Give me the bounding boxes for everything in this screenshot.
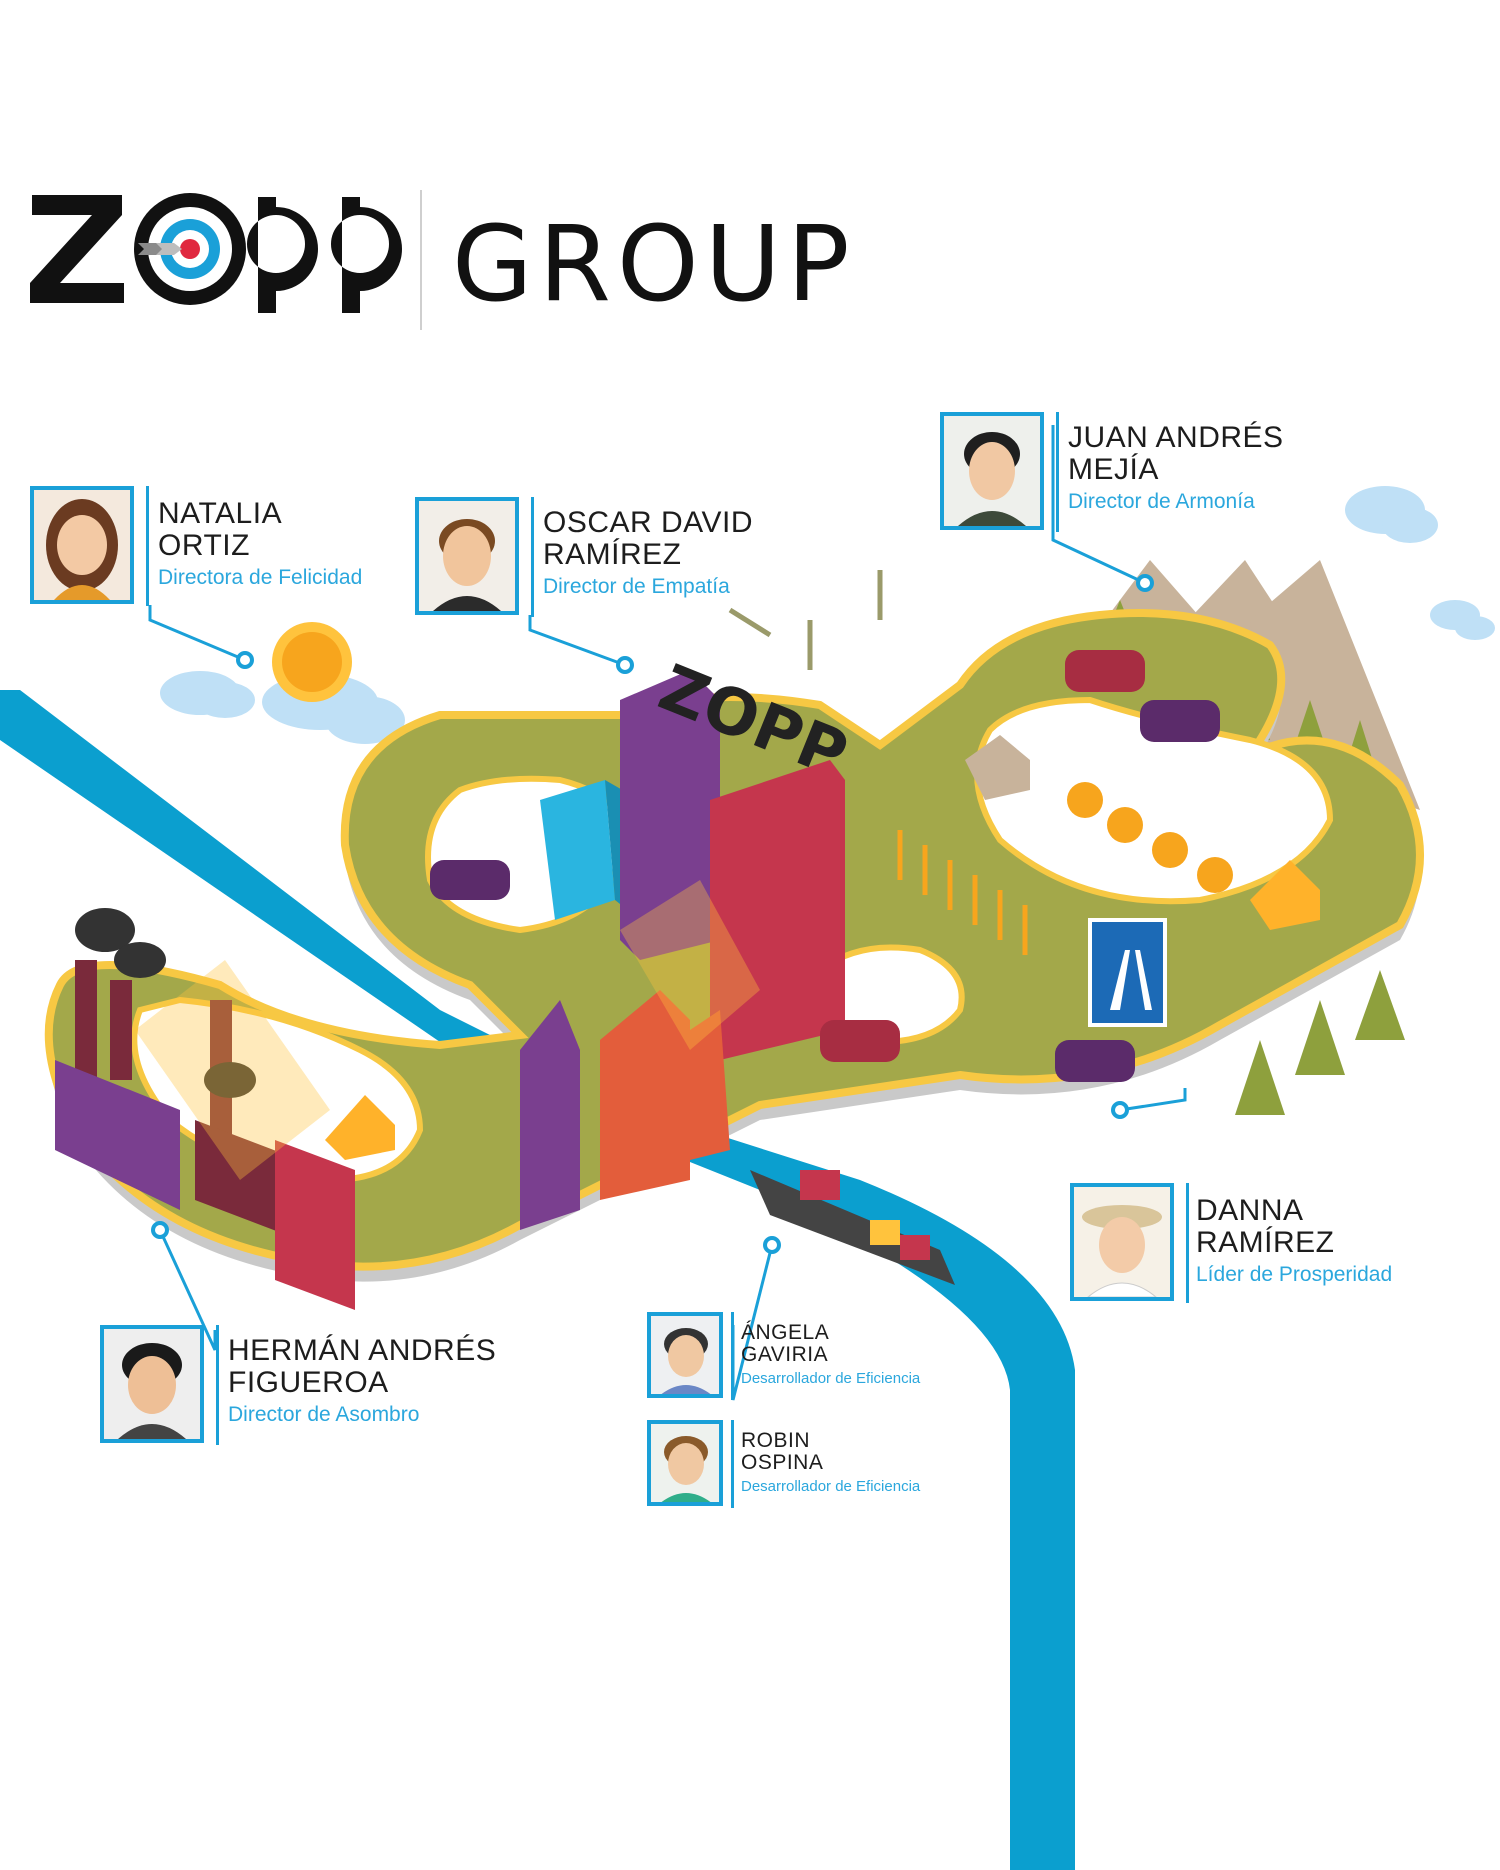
card-accent-bar <box>146 486 149 606</box>
member-role: Director de Asombro <box>228 1403 420 1426</box>
brand-wordmark: ZOPP <box>30 185 420 337</box>
card-accent-bar <box>1186 1183 1189 1303</box>
houses <box>325 735 1320 1160</box>
member-name-line1: DANNA <box>1196 1194 1304 1227</box>
member-name-line1: NATALIA <box>158 497 283 530</box>
avatar <box>647 1420 723 1506</box>
buildings <box>520 670 845 1230</box>
sun-icon <box>272 622 352 702</box>
brand-group-label: GROUP <box>452 203 856 325</box>
member-role: Desarrollador de Eficiencia <box>741 1478 921 1495</box>
cars <box>430 650 1220 1082</box>
card-accent-bar <box>216 1325 219 1445</box>
member-name-line1: OSCAR DAVID <box>543 506 753 539</box>
avatar <box>30 486 134 604</box>
logo-divider <box>420 190 422 330</box>
highway-sign-icon <box>1088 918 1167 1027</box>
wheat <box>897 830 1028 955</box>
member-role: Líder de Prosperidad <box>1196 1263 1393 1286</box>
member-name-line2: MEJÍA <box>1068 453 1159 486</box>
member-name-line2: RAMÍREZ <box>543 538 682 571</box>
connector-dots <box>151 574 1154 1254</box>
member-name-line2: ORTIZ <box>158 529 250 562</box>
member-name-line1: ROBIN <box>741 1429 811 1452</box>
member-name-line1: HERMÁN ANDRÉS <box>228 1334 497 1367</box>
wind-turbines <box>728 570 883 670</box>
member-name-line2: FIGUEROA <box>228 1366 389 1399</box>
sunflowers <box>1067 782 1233 893</box>
zopp-logo-icon <box>30 193 402 313</box>
member-role: Director de Armonía <box>1068 490 1255 513</box>
member-name-line2: OSPINA <box>741 1451 824 1474</box>
member-name-line1: ÁNGELA <box>741 1321 830 1344</box>
card-accent-bar <box>1056 412 1059 532</box>
factories <box>55 908 355 1310</box>
card-accent-bar <box>731 1420 734 1508</box>
avatar <box>940 412 1044 530</box>
member-name-line2: GAVIRIA <box>741 1343 829 1366</box>
avatar <box>647 1312 723 1398</box>
card-accent-bar <box>531 497 534 617</box>
card-accent-bar <box>731 1312 734 1400</box>
member-name-line1: JUAN ANDRÉS <box>1068 421 1284 454</box>
member-name-line2: RAMÍREZ <box>1196 1226 1335 1259</box>
avatar <box>415 497 519 615</box>
member-role: Desarrollador de Eficiencia <box>741 1370 921 1387</box>
member-role: Directora de Felicidad <box>158 566 363 589</box>
connector-lines <box>148 425 1187 1401</box>
member-role: Director de Empatía <box>543 575 730 598</box>
avatar <box>1070 1183 1174 1301</box>
avatar <box>100 1325 204 1443</box>
river <box>0 690 1075 1870</box>
cargo-ship <box>750 1170 955 1285</box>
